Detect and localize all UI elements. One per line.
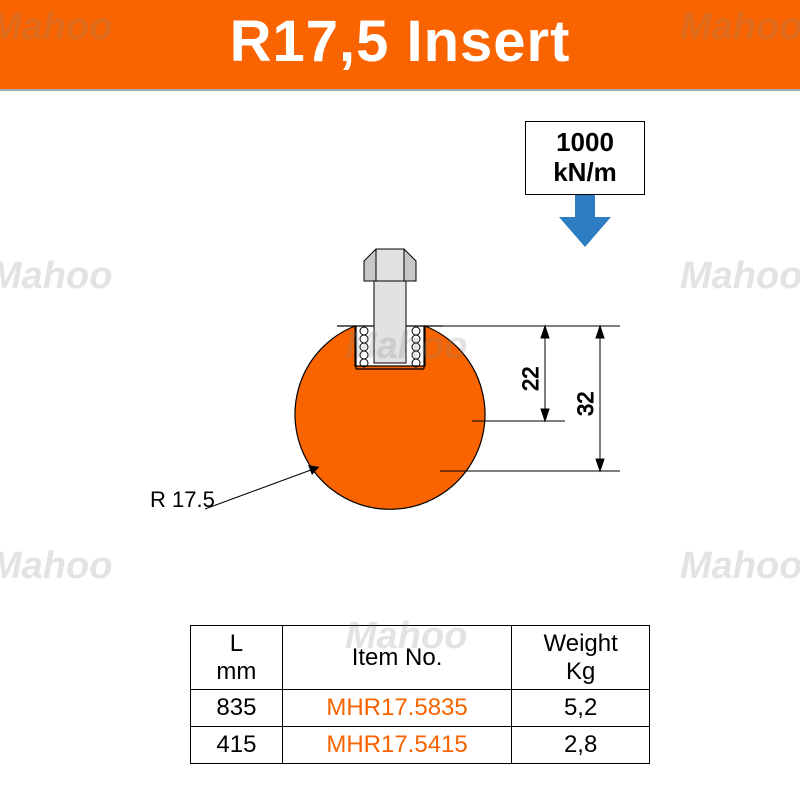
col-weight: Weight Kg	[512, 626, 650, 690]
svg-text:22: 22	[518, 367, 543, 391]
bolt-icon	[356, 249, 424, 369]
table-header-row: L mm Item No. Weight Kg	[191, 626, 650, 690]
spec-table: L mm Item No. Weight Kg 835MHR17.58355,2…	[190, 625, 650, 764]
diagram-area: 1000 kN/m	[0, 91, 800, 571]
spec-table-container: L mm Item No. Weight Kg 835MHR17.58355,2…	[190, 625, 650, 764]
insert-diagram: R 17.5 22 32	[150, 211, 670, 571]
page-title: R17,5 Insert	[230, 9, 571, 74]
table-row: 835MHR17.58355,2	[191, 690, 650, 727]
cell-weight: 5,2	[512, 690, 650, 727]
cell-item-no: MHR17.5835	[282, 690, 512, 727]
load-value: 1000	[528, 128, 642, 158]
col-item: Item No.	[282, 626, 512, 690]
cell-item-no: MHR17.5415	[282, 727, 512, 764]
svg-text:R 17.5: R 17.5	[150, 487, 215, 512]
load-value-box: 1000 kN/m	[525, 121, 645, 195]
cell-length: 415	[191, 727, 283, 764]
cell-weight: 2,8	[512, 727, 650, 764]
svg-text:32: 32	[573, 392, 598, 416]
col-length-bottom: mm	[197, 658, 276, 686]
cell-length: 835	[191, 690, 283, 727]
load-unit: kN/m	[528, 158, 642, 188]
radius-dimension: R 17.5	[150, 465, 319, 512]
table-row: 415MHR17.54152,8	[191, 727, 650, 764]
col-length-top: L	[197, 630, 276, 658]
col-length: L mm	[191, 626, 283, 690]
col-weight-bottom: Kg	[518, 658, 643, 686]
col-weight-top: Weight	[518, 630, 643, 658]
title-bar: R17,5 Insert	[0, 0, 800, 89]
